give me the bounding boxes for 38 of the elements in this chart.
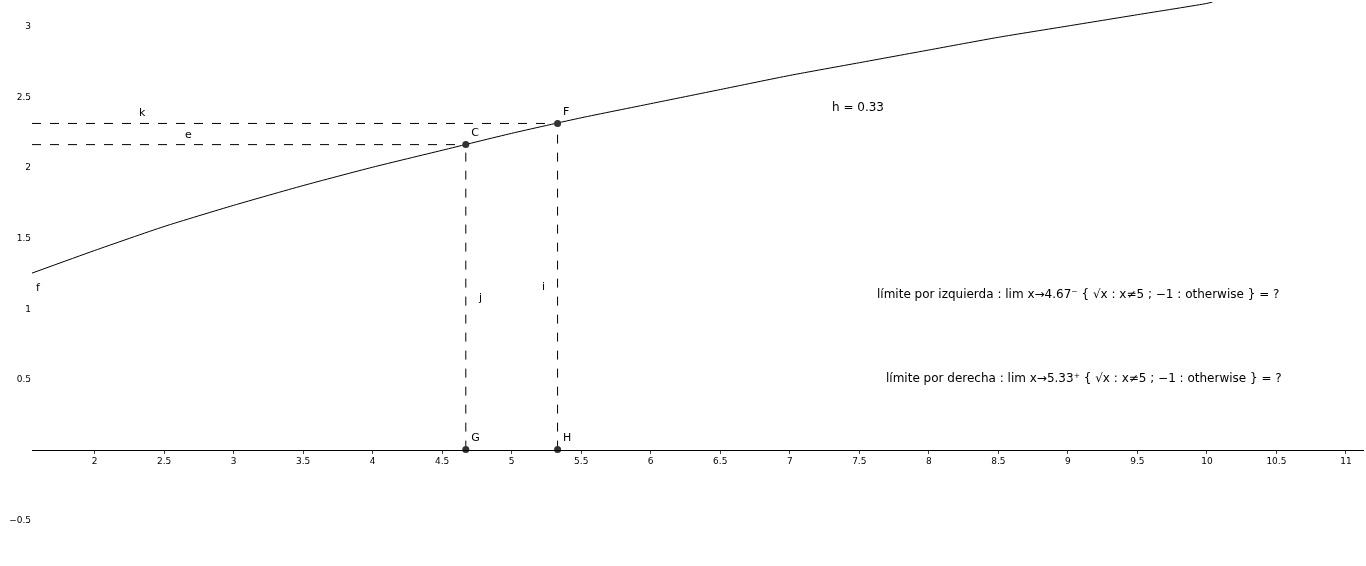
y-tick-label: 1.5 xyxy=(16,232,31,243)
x-tick-label: 7 xyxy=(786,456,793,467)
x-tick-label: 9.5 xyxy=(1130,456,1145,467)
x-tick-label: 4.5 xyxy=(435,456,450,467)
annotation: límite por derecha : lim x→5.33⁺ { √x : x≠5 ; −1 : otherwise } = ? xyxy=(886,371,1282,385)
y-tick-label: −0.5 xyxy=(9,515,31,526)
series-label: f xyxy=(36,281,41,294)
x-tick-label: 4 xyxy=(369,456,376,467)
y-tick-label: 2.5 xyxy=(16,91,31,102)
annotation: límite por izquierda : lim x→4.67⁻ { √x : x≠5 ; −1 : otherwise } = ? xyxy=(877,287,1280,301)
x-tick-label: 6 xyxy=(647,456,654,467)
series-label: i xyxy=(542,280,546,293)
data-label: G xyxy=(471,431,480,445)
series-label: e xyxy=(185,128,192,141)
x-tick-label: 5.5 xyxy=(574,456,589,467)
data-label: C xyxy=(471,126,480,140)
x-tick-label: 8.5 xyxy=(991,456,1006,467)
y-tick-label: 1 xyxy=(25,303,31,314)
x-tick-label: 10.5 xyxy=(1266,456,1287,467)
x-tick-label: 10 xyxy=(1201,456,1213,467)
x-tick-label: 3.5 xyxy=(295,456,311,467)
y-tick-label: 0.5 xyxy=(16,374,31,385)
annotation: h = 0.33 xyxy=(832,100,885,114)
x-tick-label: 2 xyxy=(91,456,98,467)
y-tick-label: 2 xyxy=(25,162,31,173)
x-tick-label: 5 xyxy=(508,456,515,467)
x-tick-label: 3 xyxy=(230,456,237,467)
data-label: H xyxy=(562,431,572,445)
x-tick-label: 9 xyxy=(1064,456,1071,467)
x-tick-label: 11 xyxy=(1340,456,1352,467)
x-tick-label: 6.5 xyxy=(713,456,728,467)
series-label: k xyxy=(139,106,146,119)
y-tick-label: 3 xyxy=(25,21,31,32)
x-tick-label: 2.5 xyxy=(156,456,172,467)
series-label: j xyxy=(478,291,483,304)
x-tick-label: 8 xyxy=(925,456,932,467)
x-tick-label: 7.5 xyxy=(852,456,867,467)
data-label: F xyxy=(562,105,570,119)
